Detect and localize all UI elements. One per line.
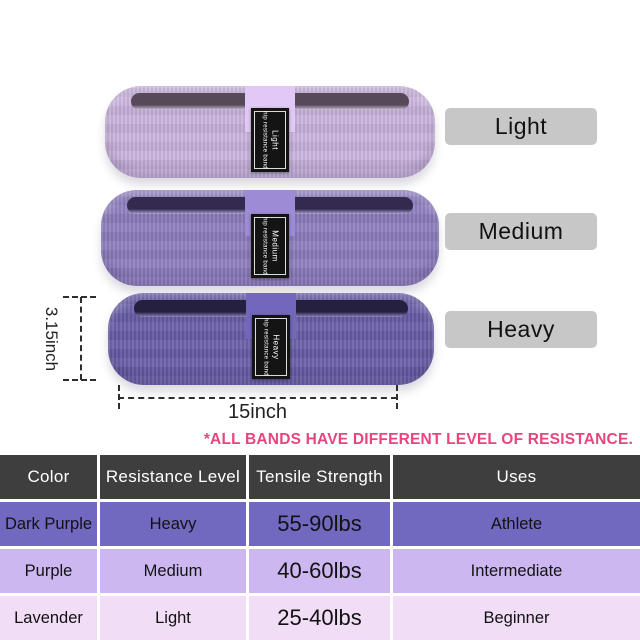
table-cell: Intermediate <box>393 549 640 593</box>
level-label-medium: Medium <box>445 213 597 250</box>
table-header-uses: Uses <box>393 455 640 499</box>
band-heavy-tag: Heavy hip resistance band <box>252 315 290 379</box>
height-dimension-line <box>80 297 82 380</box>
band-light-tag: Light hip resistance band <box>251 108 289 172</box>
band-light: Light hip resistance band <box>105 86 435 178</box>
tag-title: Heavy <box>271 334 281 360</box>
band-medium-tag-text: Medium hip resistance band <box>261 217 280 275</box>
band-light-tag-border <box>254 111 286 169</box>
table-cell: Lavender <box>0 596 97 640</box>
height-dimension-tick-bottom <box>63 379 96 381</box>
band-heavy-tag-border <box>255 318 287 376</box>
table-cell: 25-40lbs <box>249 596 390 640</box>
table-cell: Medium <box>100 549 246 593</box>
width-dimension-label: 15inch <box>228 401 287 423</box>
tag-subtitle: hip resistance band <box>262 318 269 376</box>
width-dimension-line <box>118 397 397 399</box>
table-cell: Heavy <box>100 502 246 546</box>
table-cell: 40-60lbs <box>249 549 390 593</box>
band-medium: Medium hip resistance band <box>101 190 439 286</box>
level-label-heavy: Heavy <box>445 311 597 348</box>
width-dimension-tick-left <box>118 385 120 409</box>
table-header-color: Color <box>0 455 97 499</box>
width-dimension-tick-right <box>396 385 398 409</box>
band-medium-tag-border <box>254 217 286 275</box>
tag-title: Light <box>270 130 280 150</box>
table-cell: Light <box>100 596 246 640</box>
table-cell: Dark Purple <box>0 502 97 546</box>
band-medium-tag: Medium hip resistance band <box>251 214 289 278</box>
spec-table: Color Resistance Level Tensile Strength … <box>0 455 640 640</box>
band-light-tag-text: Light hip resistance band <box>261 111 280 169</box>
tag-subtitle: hip resistance band <box>261 217 268 275</box>
tag-title: Medium <box>270 230 280 262</box>
height-dimension-label: 3.15inch <box>42 306 61 372</box>
height-dimension-tick-top <box>63 296 96 298</box>
band-heavy-tag-text: Heavy hip resistance band <box>262 318 281 376</box>
table-header-resistance-level: Resistance Level <box>100 455 246 499</box>
band-heavy: Heavy hip resistance band <box>108 293 434 385</box>
tag-subtitle: hip resistance band <box>261 111 268 169</box>
table-cell: Athlete <box>393 502 640 546</box>
level-label-light: Light <box>445 108 597 145</box>
table-cell: Purple <box>0 549 97 593</box>
table-header-tensile-strength: Tensile Strength <box>249 455 390 499</box>
resistance-disclaimer: *ALL BANDS HAVE DIFFERENT LEVEL OF RESIS… <box>203 431 633 448</box>
table-cell: Beginner <box>393 596 640 640</box>
table-cell: 55-90lbs <box>249 502 390 546</box>
